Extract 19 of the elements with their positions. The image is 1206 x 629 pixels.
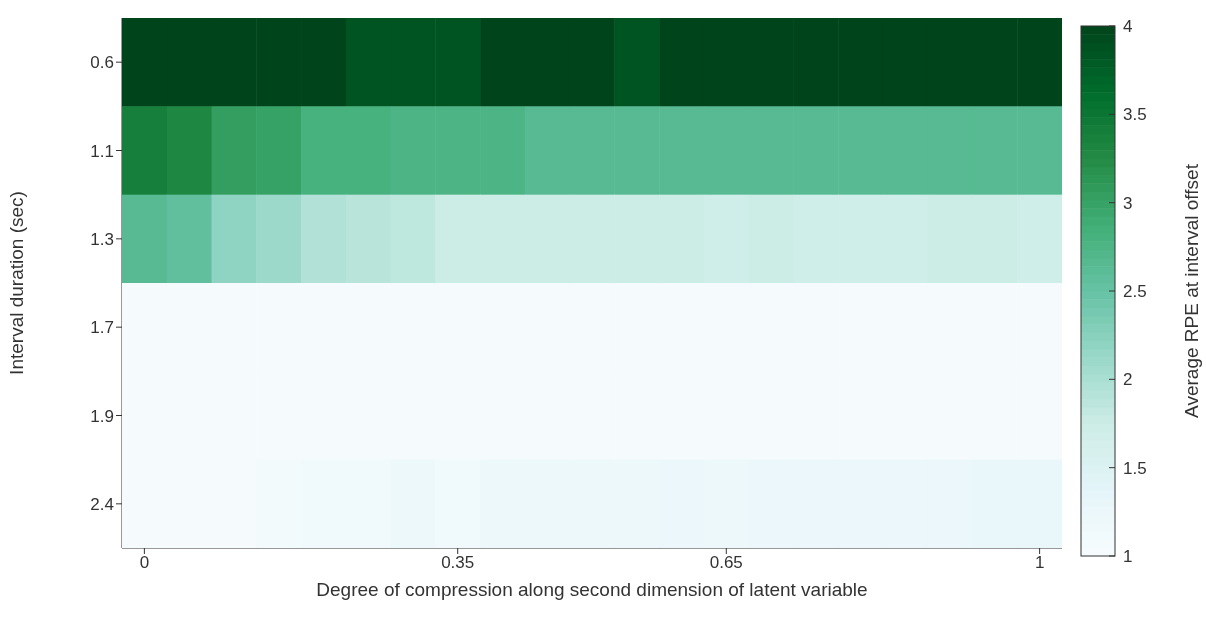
y-tick-label: 1.3 <box>90 229 114 249</box>
x-tick-label: 0 <box>139 553 150 573</box>
x-tick-label: 0.35 <box>441 553 475 573</box>
color-bar-label: 2.5 <box>1123 281 1147 301</box>
x-axis-title: Degree of compression along second dimension of latent variable <box>316 579 868 600</box>
color-bar-title: Average RPE at interval offset <box>1181 163 1202 418</box>
color-bar-label: 1.5 <box>1123 458 1147 478</box>
color-bar-label: 4 <box>1123 16 1133 36</box>
color-bar-label: 2 <box>1123 370 1133 390</box>
x-tick-label: 1 <box>1034 553 1045 573</box>
y-tick-label: 1.9 <box>90 406 114 426</box>
y-tick-label: 0.6 <box>90 53 114 73</box>
x-tick-label: 0.65 <box>709 553 743 573</box>
y-axis-title: Interval duration (sec) <box>5 191 27 375</box>
y-tick-label: 1.7 <box>90 318 114 338</box>
color-bar-label: 3 <box>1123 193 1133 213</box>
color-bar-label: 3.5 <box>1123 105 1147 125</box>
y-tick-label: 1.1 <box>90 141 114 161</box>
y-tick-label: 2.4 <box>90 494 114 514</box>
